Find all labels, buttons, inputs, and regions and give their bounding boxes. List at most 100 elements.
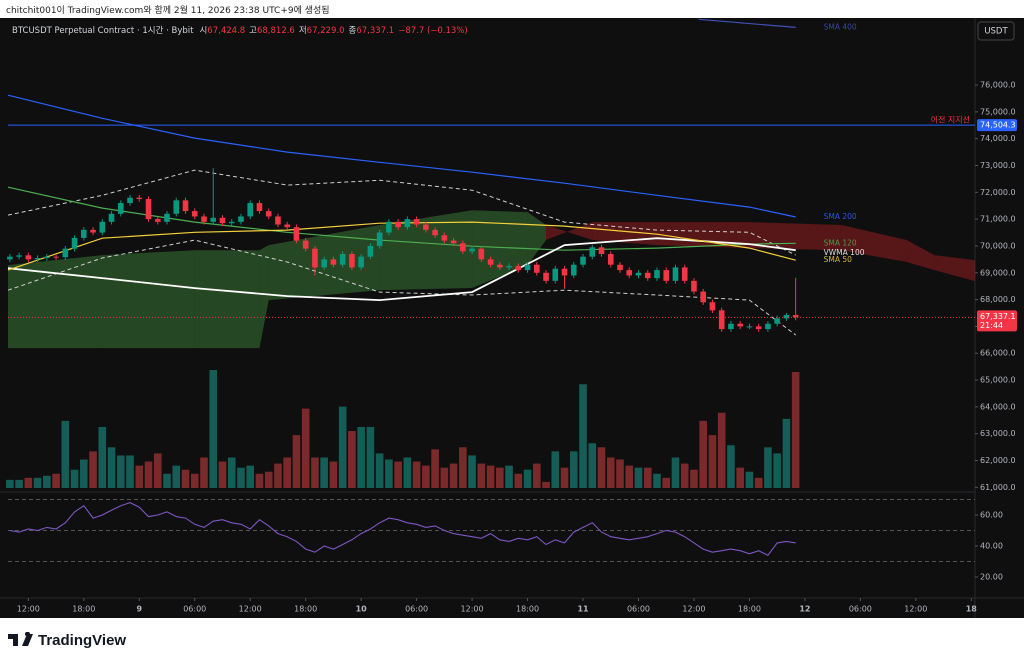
last-price-label: 67,337.1	[980, 312, 1016, 321]
indicator-line	[7, 94, 796, 218]
candle-body	[681, 267, 688, 281]
volume-bar	[560, 467, 569, 488]
candle-body	[792, 315, 799, 318]
candle-body	[145, 199, 152, 220]
x-tick-label: 06:00	[849, 605, 872, 614]
candle-body	[201, 216, 207, 222]
candle-body	[497, 264, 503, 268]
candle-body	[589, 247, 596, 257]
currency-box[interactable]	[977, 21, 1015, 41]
y-tick-label: 68,000.0	[980, 295, 1016, 304]
volume-bar	[616, 459, 624, 488]
candle-body	[210, 217, 217, 222]
candle-body	[654, 270, 660, 279]
volume-bar	[468, 455, 476, 488]
candle-body	[265, 211, 272, 217]
candle-body	[580, 256, 586, 265]
candle-body	[607, 254, 614, 265]
volume-bar	[754, 477, 763, 488]
last-price-badge	[977, 310, 1017, 332]
volume-bar	[699, 420, 707, 488]
candle-body	[515, 266, 522, 271]
volume-bar	[357, 426, 365, 488]
cloud-segment	[934, 255, 975, 282]
indicator-label: SMA 200	[824, 212, 857, 221]
y-tick-label: 75,000.0	[980, 107, 1016, 116]
volume-bar	[283, 457, 291, 488]
volume-bar	[237, 467, 245, 488]
candle-body	[53, 256, 59, 258]
volume-bar	[486, 465, 495, 488]
price-pane	[6, 18, 975, 488]
volume-bar	[588, 443, 597, 488]
volume-bar	[246, 465, 255, 488]
volume-bar	[653, 473, 661, 488]
candle-body	[247, 203, 254, 217]
y-tick-label: 69,000.0	[980, 268, 1016, 277]
x-tick-label: 06:00	[405, 605, 428, 614]
volume-bar	[412, 461, 421, 488]
candle-body	[293, 227, 300, 241]
candle-body	[330, 259, 337, 265]
cloud-segment	[656, 222, 750, 249]
volume-bar	[218, 461, 227, 488]
x-tick-label: 12:00	[904, 605, 927, 614]
support-label: 74,504.3	[980, 121, 1016, 130]
volume-bar	[736, 467, 744, 488]
y-tick-label: 73,000.0	[980, 161, 1016, 170]
x-tick-label: 18:00	[516, 605, 539, 614]
volume-bar	[671, 457, 680, 488]
support-badge	[977, 119, 1017, 132]
candle-body	[543, 272, 549, 281]
volume-bar	[52, 473, 60, 488]
volume-bar	[496, 467, 504, 488]
candle-body	[321, 259, 327, 268]
rsi-line	[9, 502, 796, 556]
candle-body	[349, 254, 355, 268]
currency[interactable]: USDT	[984, 27, 1008, 37]
candle-body	[672, 267, 679, 281]
candle-body	[469, 248, 475, 252]
volume-bar	[440, 467, 449, 488]
x-tick-label: 18:00	[72, 605, 95, 614]
volume-bar	[255, 473, 264, 488]
volume-bar	[597, 447, 606, 488]
volume-bar	[449, 463, 458, 488]
rsi-tick-label: 20.00	[980, 573, 1003, 582]
volume-bar	[662, 477, 671, 488]
candle-body	[626, 270, 633, 276]
brand-name: TradingView	[38, 631, 127, 649]
candle-body	[395, 221, 401, 228]
volume-bar	[107, 447, 116, 488]
volume-bar	[153, 453, 162, 488]
candle-body	[617, 264, 623, 271]
change: −87.7 (−0.13%)	[398, 26, 468, 36]
candle-body	[635, 272, 642, 276]
candle-body	[644, 272, 651, 279]
candle-body	[460, 243, 466, 252]
volume-bar	[70, 469, 79, 488]
x-tick-label: 12:00	[17, 605, 40, 614]
volume-bar	[782, 418, 791, 488]
candle-body	[386, 221, 392, 233]
volume-bar	[403, 457, 412, 488]
volume-bar	[643, 467, 652, 488]
candle-body	[413, 219, 420, 225]
countdown: 21:44	[980, 321, 1003, 330]
indicator-line	[698, 18, 796, 28]
volume-bar	[366, 426, 375, 488]
y-tick-label: 66,000.0	[980, 349, 1016, 358]
volume-bar	[375, 453, 384, 488]
candle-body	[570, 264, 577, 276]
volume-bar	[144, 461, 153, 488]
volume-bar	[708, 435, 717, 488]
candle-body	[423, 224, 429, 230]
volume-bar	[505, 465, 513, 488]
candle-body	[524, 264, 531, 271]
volume-bar	[43, 475, 51, 488]
cloud-segment	[546, 222, 593, 241]
volume-bar	[431, 449, 439, 488]
volume-bar	[394, 461, 402, 488]
volume-bar	[717, 412, 726, 488]
